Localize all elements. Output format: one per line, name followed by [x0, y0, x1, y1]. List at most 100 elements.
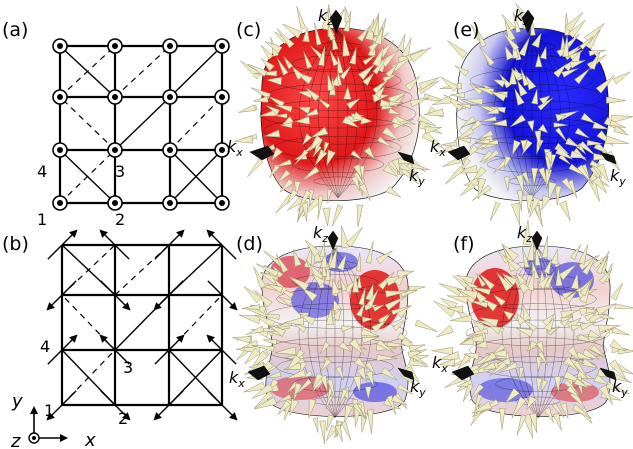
spin-cone — [265, 105, 280, 115]
spin-cone — [320, 341, 331, 354]
spin-cone — [294, 116, 310, 125]
panel-e-kz-label: kz — [514, 6, 529, 28]
panel-c-ky-label: ky — [409, 166, 425, 188]
spin-cone — [593, 141, 609, 155]
site-label-4b: 4 — [40, 337, 50, 356]
diagonal-bond-dashed — [59, 45, 116, 98]
spin-cone — [481, 361, 497, 370]
spin-cone — [286, 354, 302, 371]
spin-cone — [539, 45, 547, 60]
spin-cone — [441, 141, 458, 147]
spin-cone — [515, 271, 527, 286]
spin-cone — [323, 141, 330, 154]
spin-cone — [277, 400, 292, 415]
spin-cone — [385, 290, 408, 298]
spin-cone — [260, 45, 274, 60]
spin-cone — [454, 65, 470, 77]
lattice-site-dot — [112, 200, 118, 206]
mesh-longitude — [337, 29, 368, 199]
mesh-longitude — [298, 247, 336, 419]
spin-arrow — [153, 280, 184, 311]
spin-cone — [424, 108, 444, 117]
y-axis-label: y — [11, 391, 23, 412]
panel-e-k-axes — [447, 9, 617, 165]
spin-cone — [251, 350, 269, 369]
spin-cone — [265, 76, 282, 86]
spin-cone — [461, 98, 484, 106]
spin-cone — [377, 313, 389, 325]
spin-cone — [452, 275, 469, 289]
spin-cone — [462, 383, 474, 402]
spin-cone — [418, 77, 440, 91]
spin-cone — [605, 381, 630, 395]
spin-cone — [274, 113, 288, 119]
diagonal-bond-dashed — [59, 149, 116, 204]
panel-a-lattice — [58, 44, 224, 205]
spin-cone — [317, 97, 331, 109]
spin-cone — [361, 336, 379, 344]
spin-cone — [599, 328, 614, 339]
spin-cone — [264, 129, 281, 138]
spin-cone — [304, 108, 319, 117]
lattice-site-dot — [219, 147, 225, 153]
spin-cone — [588, 179, 600, 202]
spin-cone — [530, 340, 538, 351]
spin-cone — [433, 300, 456, 318]
spin-cone — [442, 156, 462, 167]
spin-cone — [478, 129, 494, 139]
spin-cone — [299, 313, 316, 326]
spin-cone — [531, 88, 538, 105]
spin-cone — [581, 357, 598, 369]
spin-cone — [409, 97, 430, 108]
spin-cone — [565, 290, 578, 303]
spin-cone — [391, 305, 412, 316]
spin-cone — [232, 336, 251, 344]
spin-cone — [480, 116, 497, 122]
spin-cone — [522, 304, 532, 322]
spin-cone — [317, 195, 324, 220]
spin-arrow — [46, 280, 77, 311]
spin-cone — [358, 183, 371, 201]
spin-cone — [317, 45, 326, 67]
spin-cone — [400, 167, 419, 185]
spin-cone — [531, 167, 539, 186]
spin-cone — [243, 286, 262, 304]
spin-cone — [329, 49, 339, 67]
spin-cone — [535, 245, 541, 266]
spin-cone — [295, 378, 313, 396]
spin-cone — [274, 104, 293, 113]
spin-cone — [512, 11, 522, 34]
spin-cone — [319, 358, 332, 373]
panel-d: (d) kz kx ky — [229, 223, 438, 444]
spin-cone — [367, 409, 374, 434]
lattice-site-dot — [57, 43, 63, 49]
spin-cone — [612, 71, 631, 85]
panel-f-arrows — [431, 220, 633, 439]
spin-cone — [349, 47, 357, 65]
spin-cone — [519, 367, 525, 381]
spin-arrow — [47, 229, 78, 260]
spin-cone — [472, 321, 486, 333]
spin-cone — [301, 287, 318, 302]
spin-cone — [387, 91, 408, 105]
spin-cone — [348, 338, 365, 356]
spin-cone — [392, 119, 414, 130]
spin-cone — [460, 115, 477, 128]
spin-cone — [357, 25, 371, 42]
spin-cone — [288, 276, 310, 292]
spin-cone — [344, 404, 354, 424]
spin-cone — [435, 145, 454, 155]
coordinate-axes: y x z — [10, 391, 96, 449]
spin-cone — [356, 204, 363, 228]
spin-cone — [392, 317, 409, 331]
panel-c-k-axes — [249, 9, 415, 165]
spin-cone — [247, 63, 268, 77]
spin-cone — [287, 196, 304, 211]
spin-cone — [491, 119, 508, 127]
panel-c-label: (c) — [236, 19, 261, 41]
spin-cone — [592, 121, 609, 130]
panel-d-kx-label: kx — [229, 368, 245, 390]
spin-cone — [457, 103, 472, 109]
spin-cone — [570, 244, 582, 261]
spin-cone — [561, 177, 574, 194]
